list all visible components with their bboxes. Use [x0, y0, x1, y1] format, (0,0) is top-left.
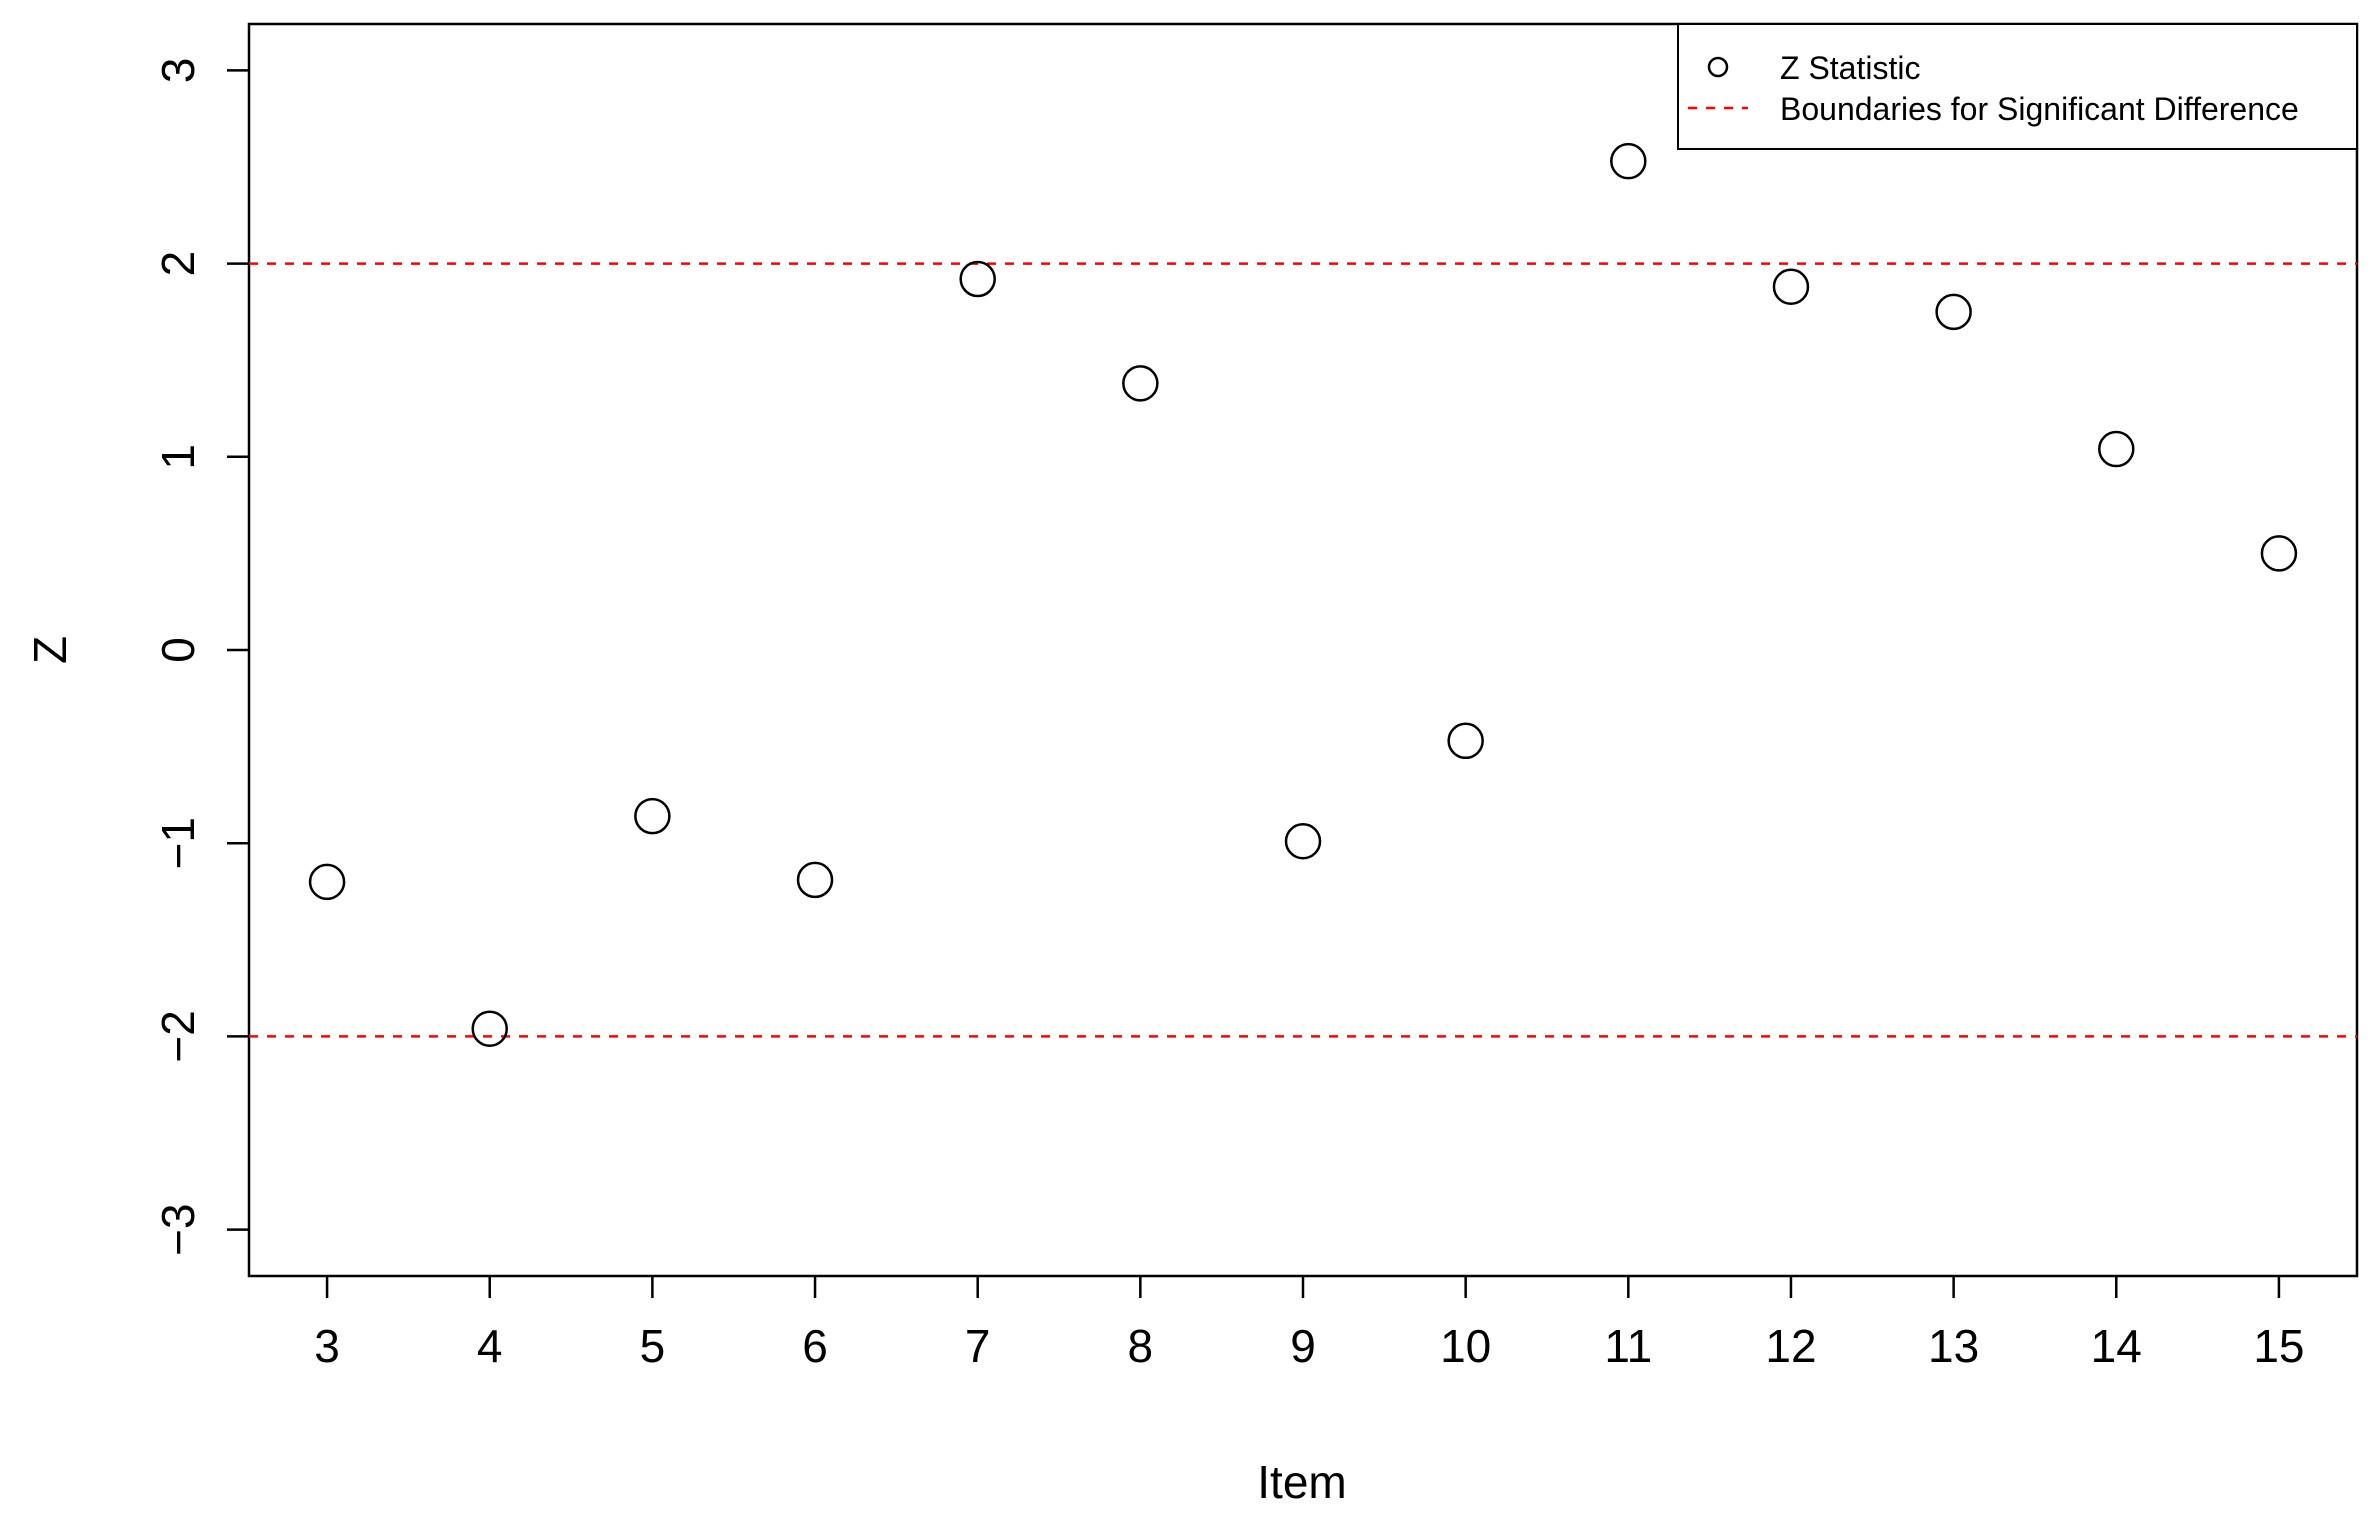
x-tick-label: 4: [477, 1320, 503, 1372]
legend-marker-circle: [1707, 56, 1729, 78]
data-point-item-10: [1447, 722, 1484, 760]
y-tick-label: −3: [152, 1203, 204, 1255]
data-point-item-5: [634, 797, 671, 835]
y-tick-label: 1: [152, 444, 204, 470]
data-point-item-11: [1610, 142, 1647, 180]
data-point-item-4: [471, 1010, 508, 1047]
x-axis: 3 4 5 6 7 8 9 10 11 12 13 14 15: [314, 1276, 2305, 1372]
x-tick-label: 12: [1765, 1320, 1816, 1372]
y-axis: −3 −2 −1 0 1 2 3: [152, 58, 249, 1256]
y-axis-title: Z: [24, 636, 76, 664]
data-point-item-15: [2260, 535, 2298, 572]
data-point-item-13: [1935, 293, 1972, 331]
x-tick-label: 13: [1928, 1320, 1979, 1372]
y-tick-label: 0: [152, 637, 204, 663]
data-point-item-8: [1122, 365, 1159, 402]
legend: Z Statistic Boundaries for Significant D…: [1677, 23, 2358, 150]
data-point-item-3: [308, 863, 346, 901]
y-tick-label: −1: [152, 817, 204, 869]
data-point-item-6: [796, 861, 834, 899]
legend-label-z-statistic: Z Statistic: [1780, 50, 1920, 86]
y-tick-label: −2: [152, 1010, 204, 1062]
x-tick-label: 15: [2253, 1320, 2304, 1372]
data-point-item-9: [1284, 823, 1322, 860]
y-tick-label: 2: [152, 251, 204, 277]
plot-frame: [247, 22, 2359, 1278]
x-tick-label: 11: [1604, 1320, 1652, 1372]
legend-box: [1677, 23, 2358, 150]
x-tick-label: 6: [802, 1320, 828, 1372]
reference-lines: [249, 262, 2357, 1038]
data-points: [308, 142, 2298, 1047]
x-tick-label: 5: [640, 1320, 666, 1372]
x-tick-label: 7: [965, 1320, 991, 1372]
data-point-item-12: [1772, 268, 1810, 306]
data-point-item-7: [959, 260, 996, 298]
x-tick-label: 8: [1128, 1320, 1154, 1372]
x-tick-label: 9: [1290, 1320, 1316, 1372]
x-tick-label: 3: [314, 1320, 340, 1372]
x-tick-label: 10: [1440, 1320, 1491, 1372]
legend-label-boundaries: Boundaries for Significant Difference: [1780, 91, 2299, 127]
x-tick-label: 14: [2091, 1320, 2142, 1372]
data-point-item-14: [2098, 430, 2135, 468]
x-axis-title: Item: [1257, 1456, 1346, 1508]
y-tick-label: 3: [152, 58, 204, 84]
